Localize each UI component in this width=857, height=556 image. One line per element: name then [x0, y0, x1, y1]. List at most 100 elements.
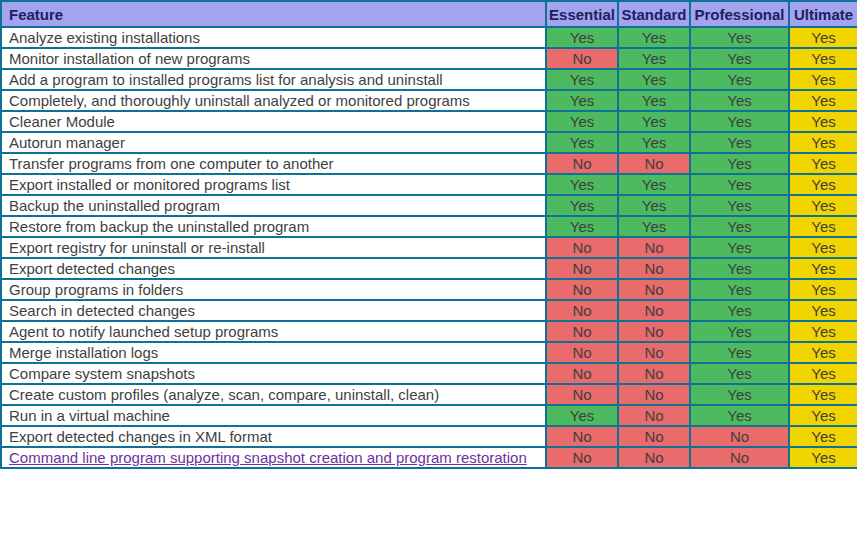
value-cell-essential: No [546, 426, 618, 447]
value-cell-ultimate: Yes [789, 153, 857, 174]
value-cell-professional: Yes [690, 90, 789, 111]
value-cell-ultimate: Yes [789, 426, 857, 447]
value-cell-standard: No [618, 342, 690, 363]
feature-cell: Cleaner Module [1, 111, 546, 132]
value-cell-standard: No [618, 237, 690, 258]
value-cell-professional: Yes [690, 111, 789, 132]
value-cell-essential: Yes [546, 174, 618, 195]
value-cell-standard: No [618, 447, 690, 468]
table-row: Cleaner ModuleYesYesYesYes [1, 111, 857, 132]
value-cell-standard: No [618, 300, 690, 321]
feature-cell: Agent to notify launched setup programs [1, 321, 546, 342]
value-cell-essential: No [546, 321, 618, 342]
value-cell-professional: Yes [690, 321, 789, 342]
feature-cell: Analyze existing installations [1, 27, 546, 48]
value-cell-professional: Yes [690, 48, 789, 69]
value-cell-essential: Yes [546, 27, 618, 48]
value-cell-essential: No [546, 258, 618, 279]
value-cell-essential: No [546, 153, 618, 174]
feature-cell: Export detected changes in XML format [1, 426, 546, 447]
value-cell-standard: No [618, 321, 690, 342]
column-header-professional: Professional [690, 1, 789, 27]
value-cell-professional: Yes [690, 363, 789, 384]
table-row: Agent to notify launched setup programsN… [1, 321, 857, 342]
value-cell-standard: Yes [618, 132, 690, 153]
value-cell-professional: No [690, 426, 789, 447]
value-cell-standard: No [618, 426, 690, 447]
value-cell-ultimate: Yes [789, 69, 857, 90]
value-cell-ultimate: Yes [789, 90, 857, 111]
table-row: Backup the uninstalled programYesYesYesY… [1, 195, 857, 216]
value-cell-standard: Yes [618, 111, 690, 132]
value-cell-essential: No [546, 279, 618, 300]
value-cell-essential: Yes [546, 195, 618, 216]
table-row: Completely, and thoroughly uninstall ana… [1, 90, 857, 111]
feature-cell: Group programs in folders [1, 279, 546, 300]
value-cell-professional: Yes [690, 384, 789, 405]
value-cell-ultimate: Yes [789, 132, 857, 153]
value-cell-ultimate: Yes [789, 258, 857, 279]
feature-cell: Add a program to installed programs list… [1, 69, 546, 90]
feature-link[interactable]: Command line program supporting snapshot… [9, 449, 527, 466]
value-cell-professional: Yes [690, 69, 789, 90]
feature-cell: Run in a virtual machine [1, 405, 546, 426]
header-row: Feature Essential Standard Professional … [1, 1, 857, 27]
value-cell-standard: Yes [618, 195, 690, 216]
value-cell-ultimate: Yes [789, 405, 857, 426]
value-cell-ultimate: Yes [789, 342, 857, 363]
feature-cell: Restore from backup the uninstalled prog… [1, 216, 546, 237]
value-cell-ultimate: Yes [789, 48, 857, 69]
value-cell-professional: Yes [690, 195, 789, 216]
value-cell-essential: No [546, 447, 618, 468]
value-cell-professional: Yes [690, 279, 789, 300]
value-cell-ultimate: Yes [789, 363, 857, 384]
value-cell-essential: No [546, 48, 618, 69]
value-cell-ultimate: Yes [789, 321, 857, 342]
value-cell-professional: Yes [690, 237, 789, 258]
value-cell-essential: Yes [546, 405, 618, 426]
table-row: Run in a virtual machineYesNoYesYes [1, 405, 857, 426]
value-cell-ultimate: Yes [789, 237, 857, 258]
table-row: Command line program supporting snapshot… [1, 447, 857, 468]
value-cell-standard: No [618, 384, 690, 405]
value-cell-essential: No [546, 384, 618, 405]
value-cell-standard: Yes [618, 69, 690, 90]
feature-cell: Merge installation logs [1, 342, 546, 363]
value-cell-standard: Yes [618, 27, 690, 48]
table-row: Export detected changes in XML formatNoN… [1, 426, 857, 447]
value-cell-standard: Yes [618, 216, 690, 237]
value-cell-professional: Yes [690, 216, 789, 237]
column-header-ultimate: Ultimate [789, 1, 857, 27]
value-cell-standard: No [618, 405, 690, 426]
value-cell-essential: No [546, 363, 618, 384]
value-cell-essential: Yes [546, 90, 618, 111]
value-cell-standard: No [618, 279, 690, 300]
feature-cell: Export installed or monitored programs l… [1, 174, 546, 195]
table-row: Add a program to installed programs list… [1, 69, 857, 90]
feature-cell: Completely, and thoroughly uninstall ana… [1, 90, 546, 111]
table-body: Analyze existing installationsYesYesYesY… [1, 27, 857, 468]
value-cell-standard: Yes [618, 48, 690, 69]
column-header-essential: Essential [546, 1, 618, 27]
value-cell-standard: No [618, 258, 690, 279]
feature-cell: Export registry for uninstall or re-inst… [1, 237, 546, 258]
table-row: Autorun managerYesYesYesYes [1, 132, 857, 153]
feature-comparison-page: Feature Essential Standard Professional … [0, 0, 857, 556]
value-cell-professional: Yes [690, 405, 789, 426]
value-cell-ultimate: Yes [789, 216, 857, 237]
value-cell-essential: Yes [546, 111, 618, 132]
value-cell-ultimate: Yes [789, 447, 857, 468]
table-row: Search in detected changesNoNoYesYes [1, 300, 857, 321]
value-cell-essential: Yes [546, 69, 618, 90]
feature-cell: Backup the uninstalled program [1, 195, 546, 216]
feature-cell: Search in detected changes [1, 300, 546, 321]
table-row: Compare system snapshotsNoNoYesYes [1, 363, 857, 384]
value-cell-standard: Yes [618, 90, 690, 111]
table-row: Group programs in foldersNoNoYesYes [1, 279, 857, 300]
value-cell-ultimate: Yes [789, 111, 857, 132]
value-cell-professional: Yes [690, 174, 789, 195]
column-header-standard: Standard [618, 1, 690, 27]
value-cell-ultimate: Yes [789, 174, 857, 195]
feature-cell: Transfer programs from one computer to a… [1, 153, 546, 174]
value-cell-essential: Yes [546, 132, 618, 153]
